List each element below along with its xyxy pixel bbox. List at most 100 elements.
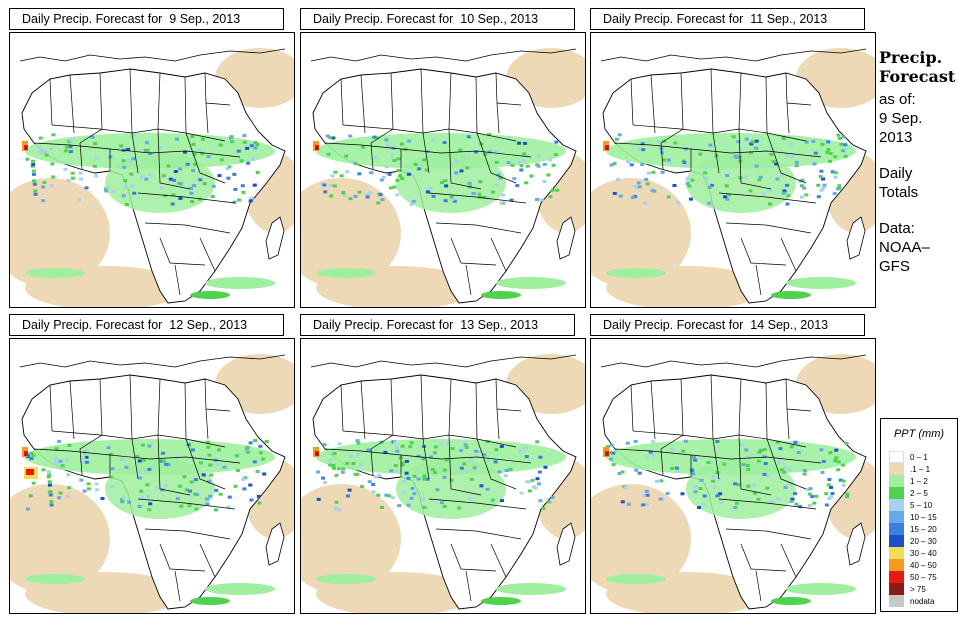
rain-cell [409, 202, 414, 206]
rain-cell [63, 167, 68, 171]
rain-cell [393, 464, 398, 467]
rain-cell [348, 134, 353, 138]
rain-cell [110, 485, 115, 489]
rain-cell [646, 171, 651, 175]
rain-cell [190, 200, 195, 204]
rain-cell [820, 470, 825, 474]
rain-cell [104, 189, 109, 193]
rain-cell [95, 488, 100, 492]
legend-swatch [889, 511, 904, 523]
rain-cell [131, 133, 136, 137]
country-border [650, 74, 656, 134]
rain-cell [644, 455, 649, 459]
rain-cell [781, 137, 786, 140]
legend-swatch [889, 571, 904, 583]
rain-cell [535, 440, 540, 444]
country-border [49, 78, 53, 126]
rain-cell [94, 156, 99, 160]
rain-cell [832, 192, 837, 196]
rain-cell [612, 162, 617, 166]
rain-cell [404, 471, 409, 475]
rain-cell [494, 183, 499, 187]
rain-cell [828, 451, 833, 455]
rain-cell [126, 147, 131, 151]
rain-cell [378, 193, 383, 197]
rain-cell [754, 139, 759, 143]
rain-cell [330, 174, 335, 178]
rain-cell [423, 455, 427, 459]
rain-cell [386, 145, 391, 149]
rain-cell [137, 459, 142, 463]
rain-cell [512, 177, 517, 181]
data-source: GFS [879, 258, 910, 275]
country-border [185, 132, 226, 184]
country-border [157, 72, 161, 130]
rain-cell [147, 444, 152, 448]
rain-cell [357, 190, 362, 194]
rain-cell [178, 196, 183, 200]
rain-cell [339, 174, 344, 178]
rain-cell [731, 135, 736, 139]
madagascar [265, 522, 285, 566]
forecast-panel-3: Daily Precip. Forecast for 11 Sep., 2013 [590, 8, 877, 308]
rain-cell [609, 163, 614, 167]
country-border [766, 438, 807, 490]
rain-cell [683, 439, 688, 443]
rain-cell [712, 485, 717, 489]
precip-map [9, 32, 295, 308]
legend-item: 10 – 15 [889, 511, 937, 523]
legend-item: nodata [889, 595, 934, 607]
rain-cell [218, 143, 223, 147]
rain-cell [693, 485, 698, 489]
legend-swatch [889, 487, 904, 499]
rain-cell [538, 455, 543, 459]
rain-cell [749, 142, 754, 146]
rain-cell [429, 455, 433, 459]
rain-cell [161, 174, 166, 178]
rain-cell [47, 480, 52, 484]
rain-cell [778, 447, 783, 451]
country-border [786, 408, 790, 440]
rain-cell [804, 193, 809, 197]
rain-cell [746, 484, 751, 488]
rain-cell [444, 184, 449, 188]
rain-cell [780, 174, 785, 177]
rain-cell [424, 168, 429, 172]
rain-cell [504, 469, 509, 472]
country-border [340, 384, 344, 432]
rain-cell [738, 147, 743, 151]
rain-cell [205, 497, 209, 501]
rain-cell [218, 492, 223, 496]
rain-cell [527, 489, 532, 493]
rain-cell [258, 451, 263, 455]
rain-cell [395, 449, 400, 453]
legend-swatch [889, 475, 904, 487]
rain-cell [33, 192, 38, 196]
rain-cell [78, 171, 83, 175]
rain-cell [762, 448, 767, 452]
country-border [630, 78, 634, 126]
legend-item: > 75 [889, 583, 926, 595]
rain-cell [738, 176, 743, 180]
country-border [137, 498, 236, 510]
rain-cell [699, 478, 704, 482]
rain-cell [226, 176, 231, 180]
rain-cell [30, 164, 35, 168]
rain-cell [366, 448, 371, 452]
madagascar [846, 522, 866, 566]
rain-cell [337, 442, 342, 446]
rain-cell [651, 170, 656, 174]
rain-cell [206, 155, 211, 159]
precip-map [590, 338, 876, 614]
rain-cell [68, 138, 73, 142]
rain-cell [482, 196, 487, 199]
rain-cell [431, 138, 436, 142]
rain-streak [25, 268, 85, 278]
rain-cell [195, 493, 200, 496]
rain-cell [833, 459, 838, 463]
rain-cell [252, 460, 257, 464]
rain-cell [617, 471, 622, 475]
rain-cell [188, 489, 193, 493]
rain-cell [501, 193, 506, 197]
country-border [450, 543, 497, 572]
